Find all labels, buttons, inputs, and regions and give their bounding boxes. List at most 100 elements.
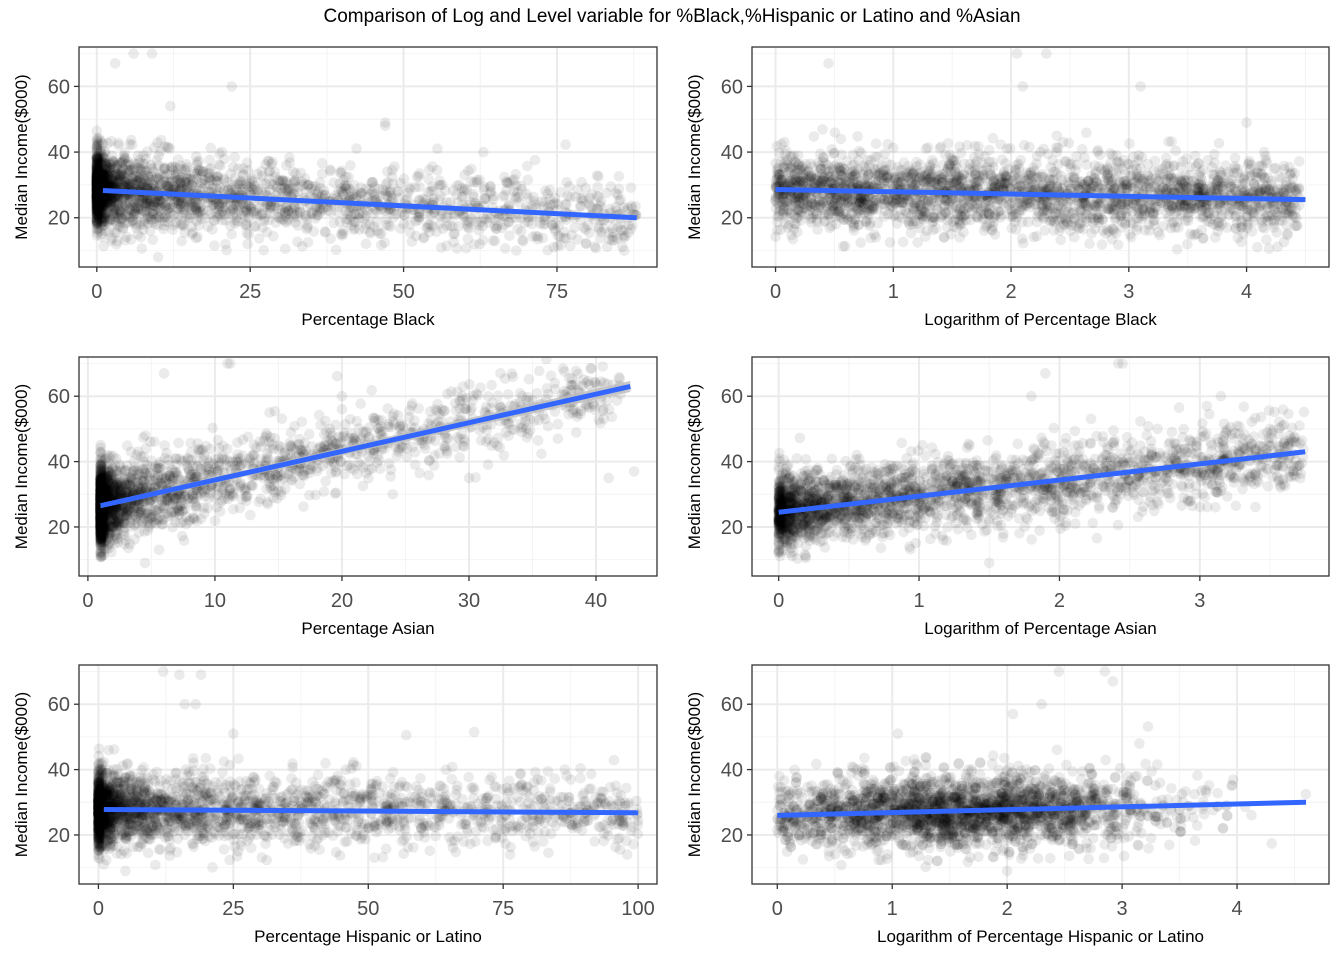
scatter-point <box>1000 158 1011 169</box>
scatter-point <box>92 187 103 198</box>
scatter-point <box>97 168 108 179</box>
scatter-point <box>133 172 145 183</box>
scatter-point <box>141 205 153 217</box>
scatter-point <box>184 212 195 224</box>
scatter-point <box>427 221 439 232</box>
scatter-point <box>111 239 122 250</box>
scatter-point <box>107 196 118 208</box>
scatter-point <box>388 212 399 223</box>
scatter-point <box>777 169 788 180</box>
scatter-point <box>92 171 103 182</box>
scatter-point <box>108 164 120 175</box>
scatter-point <box>229 199 240 210</box>
scatter-point <box>187 177 199 188</box>
scatter-point <box>428 185 439 196</box>
scatter-point <box>92 209 103 220</box>
scatter-point <box>145 170 157 182</box>
scatter-point <box>119 180 130 192</box>
scatter-point <box>91 181 103 192</box>
scatter-point <box>275 204 287 215</box>
scatter-point <box>108 175 119 187</box>
scatter-point <box>96 191 108 203</box>
scatter-point <box>101 172 112 184</box>
scatter-point <box>213 205 224 216</box>
scatter-point <box>287 166 299 177</box>
scatter-point <box>93 204 104 215</box>
scatter-point <box>179 163 190 175</box>
scatter-point <box>355 190 366 202</box>
scatter-point <box>142 178 154 190</box>
scatter-point <box>193 164 205 175</box>
scatter-point <box>100 158 111 170</box>
scatter-point <box>91 195 103 207</box>
scatter-point <box>155 195 166 206</box>
scatter-point <box>91 175 103 187</box>
scatter-point <box>562 190 573 202</box>
scatter-point <box>91 215 103 227</box>
scatter-point <box>102 137 114 149</box>
scatter-point <box>95 179 107 191</box>
scatter-point <box>610 187 622 199</box>
scatter-point <box>474 174 485 185</box>
scatter-point <box>288 183 299 194</box>
scatter-point <box>202 205 214 217</box>
scatter-point <box>382 190 393 202</box>
scatter-point <box>249 180 261 192</box>
scatter-point <box>91 165 103 177</box>
scatter-point <box>192 206 203 218</box>
scatter-point <box>260 186 272 198</box>
scatter-point <box>104 197 116 209</box>
scatter-point <box>95 212 107 223</box>
scatter-point <box>242 238 253 250</box>
scatter-point <box>98 198 109 210</box>
scatter-point <box>91 161 103 173</box>
scatter-point <box>96 173 108 185</box>
scatter-point <box>312 209 324 221</box>
scatter-point <box>190 151 202 162</box>
scatter-point <box>572 234 583 245</box>
scatter-point <box>91 168 103 180</box>
scatter-point <box>153 150 164 161</box>
scatter-point <box>389 161 400 172</box>
scatter-point <box>91 176 103 188</box>
scatter-point <box>279 207 291 219</box>
scatter-point <box>882 138 894 150</box>
scatter-point <box>136 177 147 189</box>
scatter-point <box>485 180 496 192</box>
scatter-point <box>395 177 406 189</box>
scatter-point <box>117 170 129 182</box>
scatter-point <box>617 225 629 236</box>
scatter-point <box>181 168 192 180</box>
scatter-point <box>102 178 113 190</box>
scatter-point <box>92 172 103 184</box>
scatter-point <box>547 220 558 231</box>
scatter-point <box>99 190 110 202</box>
scatter-point <box>392 186 404 198</box>
scatter-point <box>1044 174 1056 185</box>
scatter-point <box>128 216 139 227</box>
scatter-point <box>240 202 251 214</box>
scatter-point <box>195 213 207 225</box>
scatter-point <box>103 207 114 218</box>
scatter-point <box>238 170 249 181</box>
scatter-point <box>164 202 175 214</box>
scatter-point <box>91 168 103 179</box>
scatter-point <box>536 196 548 207</box>
scatter-point <box>404 184 416 195</box>
scatter-point <box>174 177 186 188</box>
scatter-point <box>414 168 425 179</box>
scatter-point <box>376 239 387 251</box>
scatter-point <box>406 236 418 247</box>
scatter-point <box>92 183 103 195</box>
scatter-point <box>920 143 932 154</box>
scatter-point <box>96 168 108 179</box>
scatter-point <box>91 191 103 203</box>
scatter-point <box>93 181 105 193</box>
scatter-point <box>145 159 157 171</box>
scatter-point <box>91 186 103 198</box>
scatter-point <box>97 206 108 218</box>
scatter-point <box>92 169 104 181</box>
scatter-point <box>94 225 105 236</box>
scatter-point <box>100 161 112 172</box>
scatter-point <box>594 232 606 244</box>
